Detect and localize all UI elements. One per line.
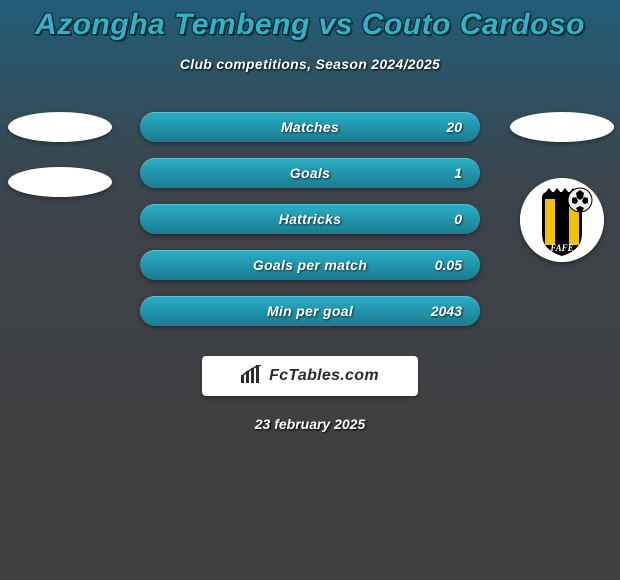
right-lozenge xyxy=(510,112,614,142)
crest-svg: FAFE xyxy=(520,178,604,262)
fctables-link[interactable]: FcTables.com xyxy=(202,356,418,396)
stat-row-gpm: Goals per match 0.05 xyxy=(0,250,620,296)
stat-bar: Goals per match 0.05 xyxy=(140,250,480,280)
stat-bar: Hattricks 0 xyxy=(140,204,480,234)
stat-bar: Goals 1 xyxy=(140,158,480,188)
left-lozenge xyxy=(8,112,112,142)
bar-chart-icon xyxy=(241,365,263,388)
stat-row-mpg: Min per goal 2043 xyxy=(0,296,620,342)
svg-text:FAFE: FAFE xyxy=(549,243,573,253)
stat-row-matches: Matches 20 xyxy=(0,112,620,158)
subtitle: Club competitions, Season 2024/2025 xyxy=(0,56,620,72)
stat-bar: Min per goal 2043 xyxy=(140,296,480,326)
stat-label: Goals xyxy=(290,165,330,181)
page-title: Azongha Tembeng vs Couto Cardoso xyxy=(0,0,620,42)
comparison-card: Azongha Tembeng vs Couto Cardoso Club co… xyxy=(0,0,620,580)
stat-value: 1 xyxy=(454,158,462,188)
stat-label: Matches xyxy=(281,119,339,135)
left-lozenge xyxy=(8,167,112,197)
stat-label: Hattricks xyxy=(279,211,342,227)
stat-label: Min per goal xyxy=(267,303,353,319)
stat-value: 0 xyxy=(454,204,462,234)
date-label: 23 february 2025 xyxy=(0,416,620,432)
stat-value: 2043 xyxy=(431,296,462,326)
fctables-text: FcTables.com xyxy=(269,367,379,385)
stat-value: 0.05 xyxy=(435,250,462,280)
stat-bar: Matches 20 xyxy=(140,112,480,142)
stat-label: Goals per match xyxy=(253,257,367,273)
stat-value: 20 xyxy=(446,112,462,142)
club-crest: FAFE xyxy=(520,178,604,262)
